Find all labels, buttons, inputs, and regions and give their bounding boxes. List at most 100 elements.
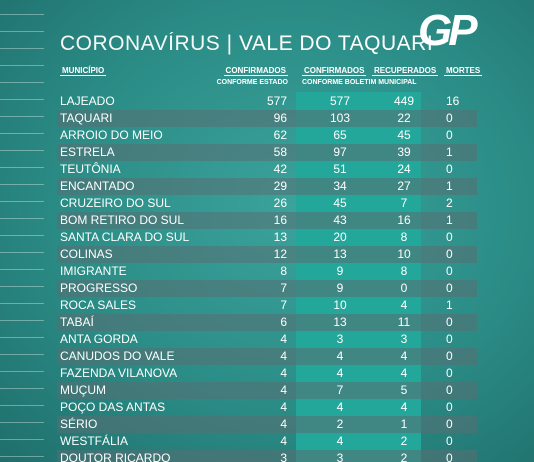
municipality: MUÇUM bbox=[60, 383, 106, 397]
row-stripe bbox=[57, 212, 477, 229]
cell-value: 16 bbox=[446, 94, 460, 108]
decor-line bbox=[0, 218, 44, 219]
municipality: ROCA SALES bbox=[60, 298, 137, 312]
cell-value: 27 bbox=[397, 179, 411, 193]
decor-line bbox=[0, 235, 44, 236]
decor-line bbox=[0, 14, 44, 15]
decor-line bbox=[0, 388, 44, 389]
column-header: MORTES bbox=[444, 66, 483, 76]
cell-value: 45 bbox=[397, 128, 411, 142]
decor-line bbox=[0, 422, 44, 423]
cell-value: 7 bbox=[400, 196, 408, 210]
decor-line bbox=[0, 116, 44, 117]
cell-value: 65 bbox=[333, 128, 347, 142]
cell-value: 4 bbox=[336, 400, 344, 414]
cell-value: 0 bbox=[446, 111, 453, 125]
municipality: ENCANTADO bbox=[60, 179, 135, 193]
decor-line bbox=[0, 99, 44, 100]
cell-value: 4 bbox=[400, 349, 408, 363]
decor-line bbox=[0, 48, 44, 49]
cell-value: 1 bbox=[446, 213, 453, 227]
column-header: RECUPERADOS bbox=[372, 66, 439, 76]
cell-value: 45 bbox=[333, 196, 347, 210]
cell-value: 6 bbox=[280, 315, 287, 329]
municipality: ESTRELA bbox=[60, 145, 115, 159]
cell-value: 2 bbox=[446, 196, 453, 210]
municipality: ARROIO DO MEIO bbox=[60, 128, 163, 142]
cell-value: 1 bbox=[446, 179, 453, 193]
decor-line bbox=[0, 82, 44, 83]
cell-value: 42 bbox=[273, 162, 287, 176]
cell-value: 4 bbox=[280, 332, 287, 346]
cell-value: 4 bbox=[280, 417, 287, 431]
cell-value: 0 bbox=[446, 434, 453, 448]
decor-line bbox=[0, 354, 44, 355]
row-stripe bbox=[57, 246, 477, 263]
cell-value: 0 bbox=[446, 281, 453, 295]
cell-value: 2 bbox=[336, 417, 344, 431]
row-stripe bbox=[57, 280, 477, 297]
cell-value: 16 bbox=[397, 213, 411, 227]
cell-value: 7 bbox=[280, 298, 287, 312]
cell-value: 26 bbox=[273, 196, 287, 210]
municipality: SANTA CLARA DO SUL bbox=[60, 230, 190, 244]
row-stripe bbox=[57, 450, 477, 462]
cell-value: 9 bbox=[336, 281, 344, 295]
cell-value: 39 bbox=[397, 145, 411, 159]
cell-value: 1 bbox=[446, 145, 453, 159]
cell-value: 0 bbox=[446, 247, 453, 261]
municipality: FAZENDA VILANOVA bbox=[60, 366, 178, 380]
cell-value: 3 bbox=[400, 332, 408, 346]
cell-value: 3 bbox=[280, 451, 287, 462]
cell-value: 7 bbox=[280, 281, 287, 295]
municipality: BOM RETIRO DO SUL bbox=[60, 213, 185, 227]
cell-value: 1 bbox=[400, 417, 408, 431]
decor-line bbox=[0, 320, 44, 321]
row-stripe bbox=[57, 110, 477, 127]
cell-value: 0 bbox=[446, 349, 453, 363]
municipality: WESTFÁLIA bbox=[60, 434, 129, 448]
municipality: TABAÍ bbox=[60, 315, 94, 329]
decor-line bbox=[0, 252, 44, 253]
cell-value: 10 bbox=[333, 298, 347, 312]
cell-value: 11 bbox=[397, 315, 411, 329]
column-header: CONFIRMADOS bbox=[223, 66, 288, 76]
municipality: PROGRESSO bbox=[60, 281, 138, 295]
cell-value: 0 bbox=[446, 332, 453, 346]
title-left: CORONAVÍRUS bbox=[60, 32, 221, 55]
municipality: TAQUARI bbox=[60, 111, 113, 125]
cell-value: 0 bbox=[446, 417, 453, 431]
cell-value: 103 bbox=[329, 111, 351, 125]
cell-value: 22 bbox=[397, 111, 411, 125]
municipality: ANTA GORDA bbox=[60, 332, 138, 346]
column-subheader: CONFORME BOLETIM MUNICIPAL bbox=[302, 79, 417, 86]
cell-value: 3 bbox=[336, 332, 344, 346]
decor-line bbox=[0, 150, 44, 151]
title-right: VALE DO TAQUARI bbox=[238, 32, 434, 55]
cell-value: 8 bbox=[400, 264, 408, 278]
cell-value: 20 bbox=[333, 230, 347, 244]
cell-value: 577 bbox=[329, 94, 351, 108]
cell-value: 8 bbox=[400, 230, 408, 244]
cell-value: 34 bbox=[333, 179, 347, 193]
row-stripe bbox=[57, 416, 477, 433]
cell-value: 4 bbox=[280, 400, 287, 414]
decor-line bbox=[0, 65, 44, 66]
row-stripe bbox=[57, 144, 477, 161]
cell-value: 9 bbox=[336, 264, 344, 278]
column-header: MUNICÍPIO bbox=[60, 66, 107, 76]
municipality: POÇO DAS ANTAS bbox=[60, 400, 166, 414]
cell-value: 4 bbox=[400, 298, 408, 312]
decor-line bbox=[0, 167, 44, 168]
decor-line bbox=[0, 269, 44, 270]
cell-value: 13 bbox=[273, 230, 287, 244]
cell-value: 577 bbox=[266, 94, 287, 108]
cell-value: 4 bbox=[400, 366, 408, 380]
row-stripe bbox=[57, 314, 477, 331]
cell-value: 7 bbox=[336, 383, 344, 397]
cell-value: 8 bbox=[280, 264, 287, 278]
cell-value: 0 bbox=[446, 366, 453, 380]
cell-value: 2 bbox=[400, 451, 408, 462]
cell-value: 4 bbox=[280, 383, 287, 397]
